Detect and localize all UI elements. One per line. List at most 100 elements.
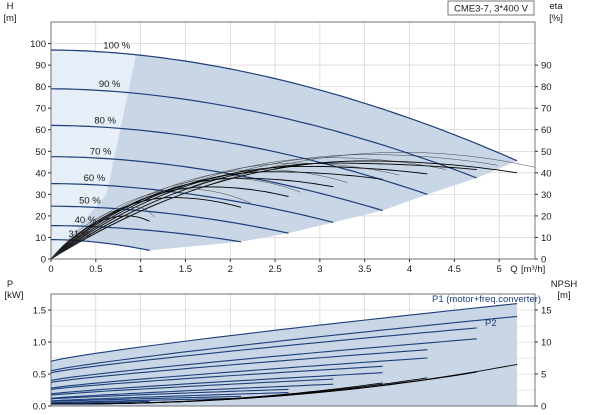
eta-tick-label: 0 [541, 255, 546, 266]
power-tick-label: 0.0 [33, 402, 46, 413]
speed-curve-7 [51, 239, 150, 251]
eta-tick-label: 20 [541, 211, 552, 222]
x-tick-label: 4.5 [448, 264, 461, 275]
npsh-tick-label: 5 [541, 370, 546, 381]
x-tick-label: 0.5 [89, 264, 102, 275]
efficiency-curve-thin-5 [51, 157, 447, 259]
efficiency-curve-7 [51, 160, 518, 259]
eta-tick-label: 50 [541, 147, 552, 158]
head-axis-unit: [m] [3, 13, 16, 24]
flow-axis-unit: [m³/h] [521, 264, 545, 275]
efficiency-curves [51, 152, 535, 259]
p2-curve-0 [51, 315, 518, 372]
npsh-tick-label: 0 [541, 402, 546, 413]
x-tick-label: 2.5 [268, 264, 281, 275]
x-tick-label: 3.5 [358, 264, 371, 275]
eta-tick-label: 10 [541, 233, 552, 244]
eta-tick-label: 80 [541, 82, 552, 93]
power-tick-label: 0.5 [33, 370, 46, 381]
efficiency-curve-thin-2 [51, 177, 301, 259]
speed-label-4: 60 % [84, 173, 106, 184]
p1-curve-2 [51, 349, 428, 383]
efficiency-curve-thin-0 [51, 207, 155, 259]
efficiency-curve-thin-1 [51, 188, 251, 259]
power-axis-label: P [7, 279, 13, 290]
eta-tick-label: 90 [541, 61, 552, 72]
npsh-curves [51, 363, 518, 405]
speed-curve-5 [51, 205, 289, 234]
p2-curve-3 [51, 372, 383, 395]
npsh-tick-label: 15 [541, 306, 552, 317]
speed-curve-2 [51, 124, 428, 195]
p2-curve-4 [51, 383, 334, 399]
p1-series-label: P1 (motor+freq.converter) [432, 294, 541, 305]
head-panel: 100 % 90 % 80 % 70 % 60 % 50 % 40 % 31 % 0 0.5 1 1… [3, 0, 563, 275]
speed-curve-3 [51, 156, 383, 212]
power-tick-label: 1.0 [33, 338, 46, 349]
speed-label-6: 40 % [75, 215, 97, 226]
head-axis-label: H [7, 1, 14, 12]
head-tick-label: 80 [35, 82, 46, 93]
speed-label-2: 80 % [94, 116, 116, 127]
head-tick-label: 50 [35, 147, 46, 158]
flow-axis-label: Q [510, 264, 517, 275]
power-panel: 0.0 0.5 1.0 1.5 0 5 10 15 P [kW] NPSH [m] P1 (m… [5, 279, 578, 413]
speed-curve-0 [51, 49, 518, 162]
eta-axis-label: eta [549, 1, 563, 12]
p1-curve-7 [51, 400, 150, 404]
speed-labels: 100 % 90 % 80 % 70 % 60 % 50 % 40 % 31 % [68, 41, 130, 240]
p1-curve-3 [51, 365, 383, 390]
p1-curve-4 [51, 378, 334, 396]
npsh-axis-label: NPSH [551, 279, 578, 290]
speed-label-5: 50 % [79, 196, 101, 207]
npsh-tick-label: 10 [541, 338, 552, 349]
eta-tick-label: 60 [541, 125, 552, 136]
title-box [447, 0, 535, 16]
eta-axis-unit: [%] [549, 13, 563, 24]
eta-tick-label: 30 [541, 190, 552, 201]
x-tick-label: 0 [48, 264, 53, 275]
speed-label-0: 100 % [103, 41, 130, 52]
head-tick-label: 0 [41, 255, 46, 266]
efficiency-curve-thin-7 [51, 152, 535, 259]
p2-series-label: P2 [485, 318, 497, 329]
p1-curve-1 [51, 327, 477, 374]
p2-curve-6 [51, 397, 242, 404]
chart-title: CME3-7, 3*400 V [454, 4, 529, 15]
p2-curve-2 [51, 357, 428, 389]
p2-curve-5 [51, 392, 289, 402]
speed-curve-6 [51, 225, 242, 243]
speed-curve-4 [51, 183, 334, 223]
head-tick-label: 60 [35, 125, 46, 136]
x-tick-label: 4 [407, 264, 412, 275]
efficiency-curve-thin-6 [51, 154, 499, 259]
x-tick-label: 3 [317, 264, 322, 275]
efficiency-curve-1 [51, 197, 242, 259]
head-tick-label: 10 [35, 233, 46, 244]
head-axis-ticks: 0 0.5 1 1.5 2 2.5 3 3.5 4 4.5 50102030405060708090… [30, 39, 551, 275]
x-tick-label: 1.5 [179, 264, 192, 275]
operating-band-area [51, 50, 518, 251]
speed-label-1: 90 % [99, 79, 121, 90]
x-tick-label: 2 [228, 264, 233, 275]
speed-label-3: 70 % [90, 147, 112, 158]
speed-label-7: 31 % [68, 229, 90, 240]
power-axis-ticks: 0.0 0.5 1.0 1.5 0 5 10 15 [33, 306, 552, 413]
head-tick-label: 20 [35, 211, 46, 222]
power-plot-frame [50, 293, 536, 407]
x-tick-label: 5 [496, 264, 501, 275]
p1-curve-0 [51, 303, 518, 362]
efficiency-curve-thin-3 [51, 169, 348, 259]
head-tick-label: 40 [35, 168, 46, 179]
x-tick-label: 1 [138, 264, 143, 275]
power-axis-unit: [kW] [5, 290, 24, 301]
eta-tick-label: 40 [541, 168, 552, 179]
efficiency-curve-thin-4 [51, 162, 400, 259]
p1-curve-6 [51, 395, 242, 403]
p2-curve-1 [51, 338, 477, 381]
head-plot-frame [50, 21, 536, 260]
head-tick-label: 30 [35, 190, 46, 201]
p1-curve-5 [51, 388, 289, 400]
eta-tick-label: 70 [541, 104, 552, 115]
